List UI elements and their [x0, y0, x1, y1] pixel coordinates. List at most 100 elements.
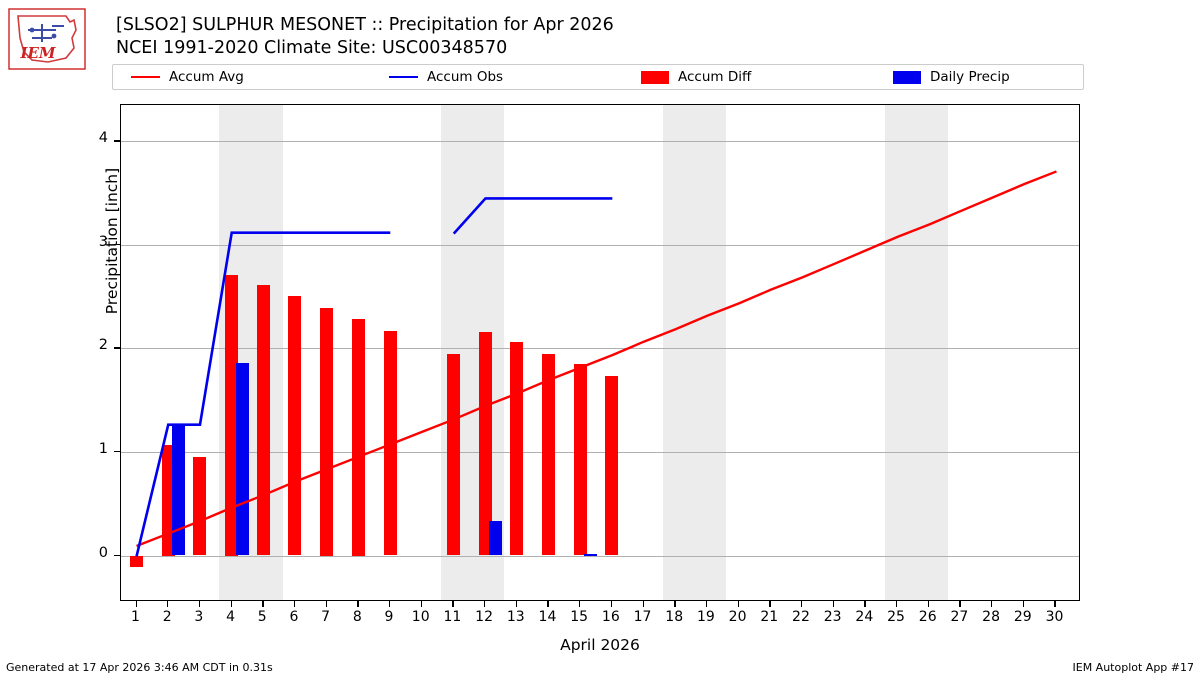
daily-precip-bar	[172, 423, 186, 556]
daily-precip-bar	[235, 362, 249, 556]
x-tick-mark	[705, 601, 708, 607]
accum-diff-bar	[478, 331, 492, 556]
weekend-band	[884, 105, 949, 600]
iem-logo: IEM	[8, 8, 86, 70]
x-tick-label: 27	[950, 609, 969, 625]
x-tick-label: 6	[289, 609, 299, 625]
page-title: [SLSO2] SULPHUR MESONET :: Precipitation…	[116, 15, 614, 35]
accum-diff-bar	[605, 376, 619, 556]
x-tick-label: 11	[443, 609, 462, 625]
accum-diff-bar	[130, 555, 143, 567]
x-tick-mark	[547, 601, 549, 607]
accum-diff-bar	[256, 285, 270, 556]
x-tick-label: 1	[131, 609, 140, 625]
legend-label-accum-obs: Accum Obs	[427, 69, 504, 85]
y-tick-label: 1	[98, 440, 108, 457]
x-tick-mark	[452, 601, 454, 607]
legend-swatch-accum-diff	[641, 70, 669, 84]
x-tick-mark	[230, 601, 232, 607]
x-tick-label: 23	[823, 609, 842, 625]
x-tick-mark	[737, 601, 739, 607]
x-tick-mark	[293, 601, 296, 607]
weekend-band	[662, 105, 727, 600]
x-tick-label: 22	[792, 609, 810, 625]
x-tick-label: 20	[728, 609, 747, 625]
x-tick-mark	[1054, 601, 1056, 607]
precipitation-chart	[120, 104, 1080, 601]
page-subtitle: NCEI 1991-2020 Climate Site: USC00348570	[116, 38, 508, 58]
plot-area	[121, 105, 1079, 600]
accum-diff-bar	[161, 444, 175, 556]
x-tick-label: 29	[1013, 609, 1032, 625]
x-tick-label: 18	[665, 609, 684, 625]
footer-app-text: IEM Autoplot App #17	[1072, 661, 1195, 674]
gridline	[121, 451, 1079, 453]
x-tick-mark	[959, 601, 961, 607]
x-tick-label: 15	[570, 609, 589, 625]
legend-label-accum-avg: Accum Avg	[169, 69, 244, 85]
legend-item-accum-obs[interactable]: Accum Obs	[389, 65, 641, 89]
x-tick-mark	[864, 601, 866, 607]
accum-diff-bar	[383, 330, 397, 556]
y-tick-label: 0	[98, 544, 108, 561]
x-tick-mark	[579, 601, 581, 607]
x-tick-label: 7	[321, 609, 331, 625]
x-tick-mark	[832, 601, 834, 607]
gridline	[121, 555, 1079, 557]
y-tick-mark	[114, 450, 120, 453]
legend-item-daily-precip[interactable]: Daily Precip	[893, 65, 1083, 89]
x-tick-mark	[484, 601, 486, 607]
y-tick-mark	[114, 140, 120, 142]
x-tick-mark	[515, 601, 518, 607]
legend-item-accum-diff[interactable]: Accum Diff	[641, 65, 893, 89]
x-tick-mark	[927, 601, 930, 607]
x-tick-label: 21	[760, 609, 779, 625]
x-tick-label: 19	[696, 609, 715, 625]
line-series-group	[135, 170, 1057, 557]
accum-avg-line	[136, 170, 1057, 548]
x-tick-label: 12	[475, 609, 493, 625]
x-tick-mark	[991, 601, 993, 607]
legend-swatch-daily-precip	[893, 70, 921, 84]
legend-item-accum-avg[interactable]: Accum Avg	[131, 65, 389, 89]
x-tick-label: 28	[982, 609, 1000, 625]
daily-precip-bar	[489, 521, 503, 556]
x-tick-label: 3	[194, 609, 204, 625]
legend-label-daily-precip: Daily Precip	[930, 69, 1010, 85]
footer-generated-text: Generated at 17 Apr 2026 3:46 AM CDT in …	[6, 661, 273, 674]
gridline	[121, 141, 1079, 143]
x-tick-label: 26	[918, 609, 937, 625]
x-tick-mark	[1022, 601, 1025, 607]
legend-label-accum-diff: Accum Diff	[678, 69, 752, 85]
x-tick-mark	[642, 601, 644, 607]
x-tick-mark	[325, 601, 327, 607]
accum-diff-bar	[225, 274, 239, 556]
accum-diff-bar	[573, 363, 587, 556]
accum-obs-line-segment-2	[452, 197, 613, 235]
legend-swatch-accum-avg	[131, 76, 160, 78]
x-tick-mark	[674, 601, 676, 607]
x-tick-mark	[135, 601, 137, 607]
chart-legend: Accum Avg Accum Obs Accum Diff Daily Pre…	[112, 64, 1084, 90]
y-tick-mark	[114, 243, 120, 246]
x-tick-label: 2	[162, 609, 172, 625]
x-tick-mark	[357, 601, 359, 607]
x-tick-mark	[769, 601, 771, 607]
x-tick-mark	[198, 601, 201, 607]
y-tick-label: 3	[98, 233, 108, 250]
daily-precip-bar	[584, 554, 598, 556]
accum-diff-bar	[351, 319, 365, 556]
y-axis-label: Precipitation [inch]	[103, 167, 121, 315]
accum-diff-bar	[193, 457, 207, 556]
x-tick-label: 25	[887, 609, 905, 625]
x-axis-label: April 2026	[560, 636, 640, 654]
accum-diff-bar	[446, 353, 460, 556]
y-tick-mark	[114, 554, 120, 556]
x-tick-label: 4	[226, 609, 236, 625]
accum-diff-bar	[320, 307, 334, 556]
y-tick-label: 4	[98, 130, 108, 147]
gridline	[121, 244, 1079, 246]
x-tick-mark	[167, 601, 169, 607]
chart-title-block: [SLSO2] SULPHUR MESONET :: Precipitation…	[116, 14, 614, 60]
x-tick-mark	[896, 601, 898, 607]
